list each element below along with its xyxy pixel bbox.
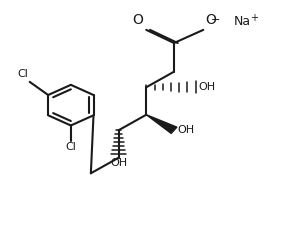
Text: +: + — [250, 13, 258, 23]
Text: OH: OH — [110, 158, 127, 168]
Text: O: O — [205, 13, 216, 27]
Text: OH: OH — [199, 82, 216, 92]
Text: OH: OH — [177, 125, 194, 135]
Polygon shape — [146, 115, 177, 133]
Text: −: − — [211, 15, 220, 25]
Text: Cl: Cl — [17, 70, 28, 79]
Text: Cl: Cl — [65, 142, 76, 152]
Text: Na: Na — [234, 15, 251, 28]
Text: O: O — [132, 13, 143, 27]
